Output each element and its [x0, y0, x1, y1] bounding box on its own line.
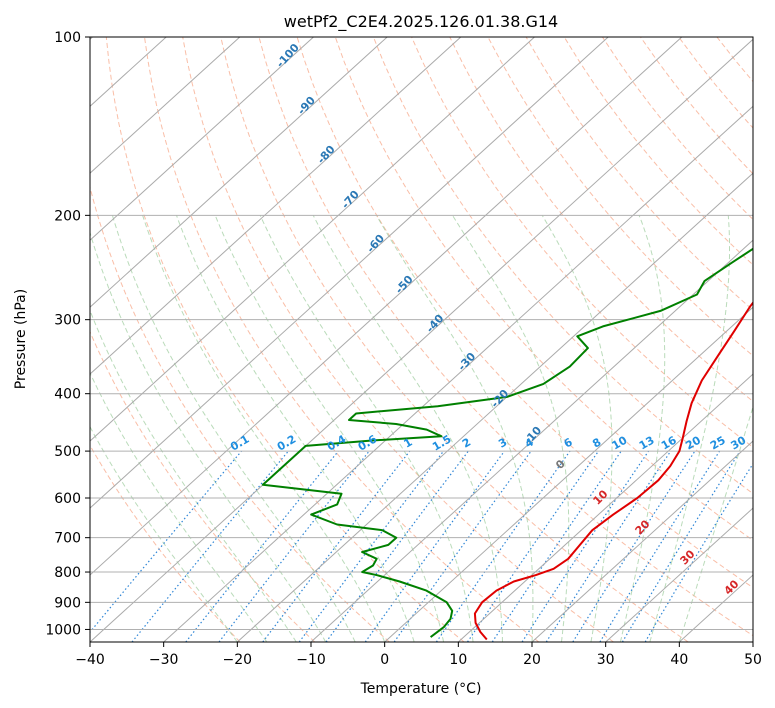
mixing-ratio-line — [572, 450, 696, 642]
mixing-ratio-line — [364, 450, 505, 642]
isotherm-line — [90, 37, 609, 509]
moist-adiabat — [678, 405, 753, 642]
moist-adiabat — [214, 215, 445, 642]
mixing-ratio-line — [545, 450, 672, 642]
x-tick-label: 20 — [523, 652, 541, 668]
x-axis-label: Temperature (°C) — [360, 681, 482, 697]
x-tick-label: 40 — [670, 652, 688, 668]
y-tick-label: 700 — [54, 531, 81, 547]
profile-lines — [261, 247, 753, 641]
moist-adiabat — [111, 215, 356, 642]
x-tick-label: 0 — [380, 652, 389, 668]
mixing-ratio-line — [621, 450, 741, 642]
temperature-line — [473, 301, 753, 641]
isotherm-line — [310, 239, 753, 642]
mixing-ratio-line — [325, 450, 469, 642]
dry-adiabat — [411, 37, 753, 448]
mixing-ratio-line — [644, 462, 753, 642]
isotherm-line — [605, 507, 753, 642]
mixing-ratio-line — [131, 450, 289, 642]
dry-adiabat — [105, 37, 465, 642]
x-axis: −40 −30 −20 −10 0 10 20 30 40 50 — [75, 642, 762, 668]
background-lines — [90, 37, 753, 642]
isotherm-line — [531, 440, 753, 642]
x-tick-label: 30 — [597, 652, 615, 668]
dry-adiabat — [372, 37, 753, 495]
dry-adiabat — [90, 444, 241, 642]
dry-adiabat — [220, 37, 689, 642]
moist-adiabat — [90, 309, 297, 642]
dry-adiabat — [525, 37, 753, 311]
y-tick-label: 1000 — [45, 622, 81, 638]
mixing-ratio-line — [435, 450, 571, 642]
x-tick-label: −10 — [296, 652, 326, 668]
moist-adiabat — [259, 215, 474, 642]
isotherm-line — [90, 37, 683, 576]
x-tick-label: 50 — [744, 652, 762, 668]
isotherm-line — [90, 37, 462, 375]
mixing-ratio-line — [298, 450, 444, 642]
moist-adiabat — [90, 230, 327, 642]
isotherm-line — [90, 38, 753, 642]
moist-adiabat — [142, 215, 386, 642]
chart-title: wetPf2_C2E4.2025.126.01.38.G14 — [284, 12, 558, 32]
isotherm-line — [90, 37, 241, 174]
dewpoint-line — [261, 247, 753, 638]
mixing-ratio-line — [521, 450, 650, 642]
mixing-ratio-line — [90, 450, 242, 634]
isotherm-line — [90, 37, 535, 442]
mixing-ratio-line — [185, 450, 339, 642]
isotherm-line — [90, 37, 388, 308]
moist-adiabat — [541, 215, 613, 642]
dry-adiabat — [487, 37, 753, 357]
pressure-gridlines — [90, 37, 753, 630]
dry-adiabat — [90, 330, 316, 642]
y-tick-label: 400 — [54, 387, 81, 403]
moist-adiabat — [619, 215, 666, 642]
y-tick-label: 200 — [54, 208, 81, 224]
y-axis: 100 200 300 400 500 600 700 800 900 1000 — [45, 30, 90, 638]
y-tick-label: 800 — [54, 565, 81, 581]
isotherm-line — [236, 172, 753, 642]
y-tick-label: 600 — [54, 491, 81, 507]
x-tick-label: −20 — [223, 652, 253, 668]
mixing-ratio-line — [491, 450, 622, 642]
mixing-ratio-line — [467, 450, 599, 642]
x-tick-label: −30 — [149, 652, 179, 668]
x-tick-label: −40 — [75, 652, 105, 668]
dry-adiabat — [182, 37, 614, 642]
isotherm-line — [163, 105, 753, 642]
moist-adiabat — [176, 215, 415, 642]
y-tick-label: 300 — [54, 313, 81, 329]
x-tick-label: 10 — [449, 652, 467, 668]
y-axis-label: Pressure (hPa) — [13, 289, 29, 389]
isotherm-line — [384, 306, 753, 642]
dry-adiabat — [449, 37, 753, 402]
isotherm-line — [90, 37, 314, 241]
y-tick-label: 100 — [54, 30, 81, 46]
moist-adiabat — [312, 215, 503, 642]
y-tick-label: 900 — [54, 595, 81, 611]
y-tick-label: 500 — [54, 444, 81, 460]
plot-frame — [89, 36, 754, 643]
isotherm-line — [457, 373, 753, 642]
dry-adiabat — [296, 37, 753, 589]
